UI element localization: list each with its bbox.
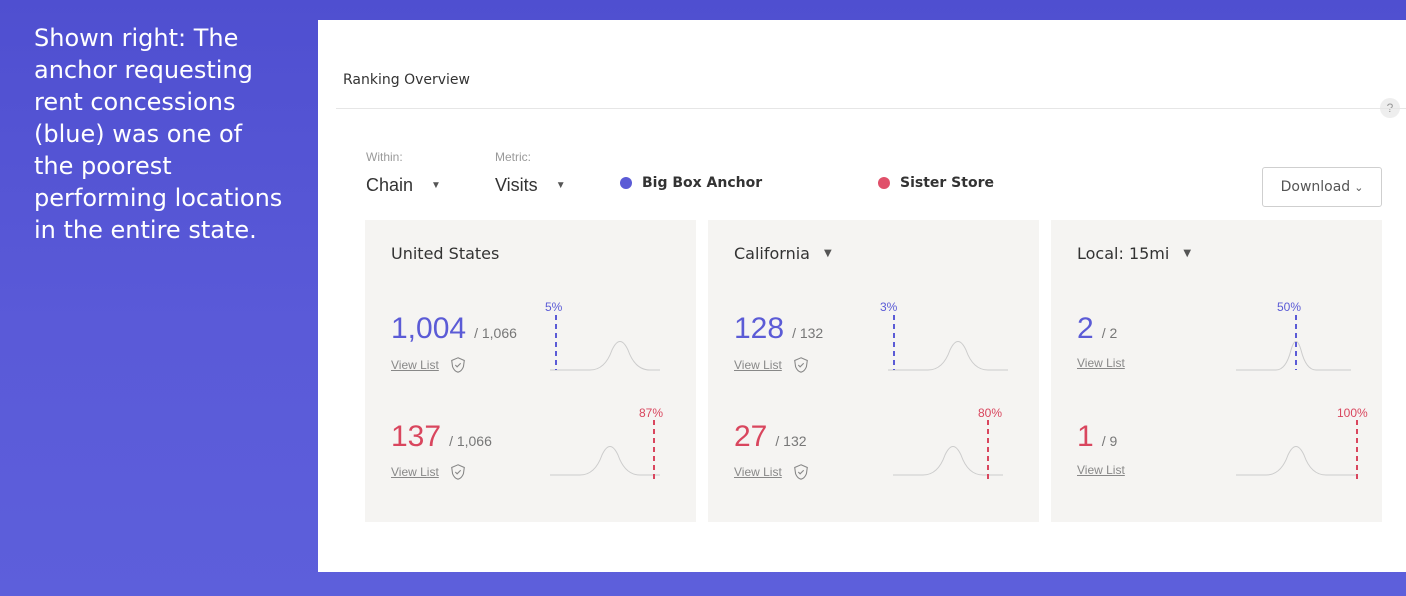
sister-percentile: 80% [978,406,1003,420]
red-dot-icon [878,177,890,189]
metric-value: Visits [495,175,538,195]
sister-distribution-curve [893,420,1003,480]
anchor-rank-total: / 2 [1101,325,1118,341]
sister-percentile: 100% [1337,406,1368,420]
view-list-label: View List [1077,356,1125,370]
ranking-overview-panel: Ranking Overview ? Within: Chain ▼ Metri… [318,20,1406,572]
anchor-rank: 1,004 / 1,066 [391,312,517,346]
sister-rank-value: 27 [734,420,768,453]
view-list-label: View List [1077,463,1125,477]
anchor-distribution-curve [888,315,1008,371]
sister-rank-total: / 1,066 [449,433,492,449]
view-list-link[interactable]: View List [391,356,467,374]
caret-down-icon: ▼ [555,180,566,191]
anchor-rank-value: 2 [1077,312,1094,345]
anchor-percentile: 3% [880,300,898,314]
caret-down-icon: ▼ [823,248,832,259]
sister-distribution-curve [1236,420,1358,480]
card-california: California ▼ 128 / 132 View List 3% 27 /… [708,220,1039,522]
panel-title: Ranking Overview [343,72,470,88]
download-button[interactable]: Download ⌄ [1262,167,1382,207]
anchor-percentile: 5% [545,300,563,314]
shield-icon[interactable] [449,463,467,481]
anchor-rank-value: 1,004 [391,312,467,345]
view-list-link[interactable]: View List [1077,356,1125,370]
view-list-label: View List [734,465,782,479]
view-list-link[interactable]: View List [734,356,810,374]
anchor-rank-total: / 132 [792,325,824,341]
blue-dot-icon [620,177,632,189]
sister-rank-total: / 132 [775,433,807,449]
sister-rank: 27 / 132 [734,420,807,454]
shield-icon[interactable] [792,463,810,481]
caption-text: Shown right: The anchor requesting rent … [34,24,283,244]
shield-icon[interactable] [449,356,467,374]
legend-label: Big Box Anchor [642,175,763,191]
card-local: Local: 15mi ▼ 2 / 2 View List 50% 1 / 9 … [1051,220,1382,522]
anchor-distribution-curve [1236,315,1351,371]
sister-distribution-curve [550,420,660,480]
card-united-states: United States 1,004 / 1,066 View List 5%… [365,220,696,522]
within-value: Chain [366,175,414,195]
sister-percentile: 87% [639,406,664,420]
legend-label: Sister Store [900,175,994,191]
card-title-label: Local: 15mi [1077,244,1170,263]
anchor-rank-value: 128 [734,312,785,345]
sister-rank: 137 / 1,066 [391,420,492,454]
anchor-rank: 128 / 132 [734,312,823,346]
metric-label: Metric: [495,150,531,164]
divider [336,108,1406,109]
sister-rank-total: / 9 [1101,433,1118,449]
anchor-distribution-curve [550,315,660,371]
shield-icon[interactable] [792,356,810,374]
metric-dropdown[interactable]: Visits ▼ [495,175,566,196]
view-list-link[interactable]: View List [391,463,467,481]
view-list-label: View List [734,358,782,372]
view-list-link[interactable]: View List [734,463,810,481]
anchor-percentile: 50% [1277,300,1302,314]
caret-down-icon: ▼ [431,180,441,191]
view-list-link[interactable]: View List [1077,463,1125,477]
anchor-rank: 2 / 2 [1077,312,1117,346]
anchor-rank-total: / 1,066 [474,325,517,341]
card-title-label: California [734,244,810,263]
caret-down-icon: ▼ [1183,248,1192,259]
sister-rank: 1 / 9 [1077,420,1117,454]
view-list-label: View List [391,358,439,372]
sister-rank-value: 137 [391,420,442,453]
view-list-label: View List [391,465,439,479]
card-title-label: United States [391,244,500,263]
sister-rank-value: 1 [1077,420,1094,453]
card-title[interactable]: California ▼ [734,244,832,263]
card-title: United States [391,244,499,263]
legend-item-sister: Sister Store [878,175,994,191]
chevron-down-icon: ⌄ [1354,180,1364,194]
legend-item-anchor: Big Box Anchor [620,175,762,191]
card-title[interactable]: Local: 15mi ▼ [1077,244,1191,263]
within-label: Within: [366,150,403,164]
within-dropdown[interactable]: Chain ▼ [366,175,441,196]
download-label: Download [1280,179,1351,195]
